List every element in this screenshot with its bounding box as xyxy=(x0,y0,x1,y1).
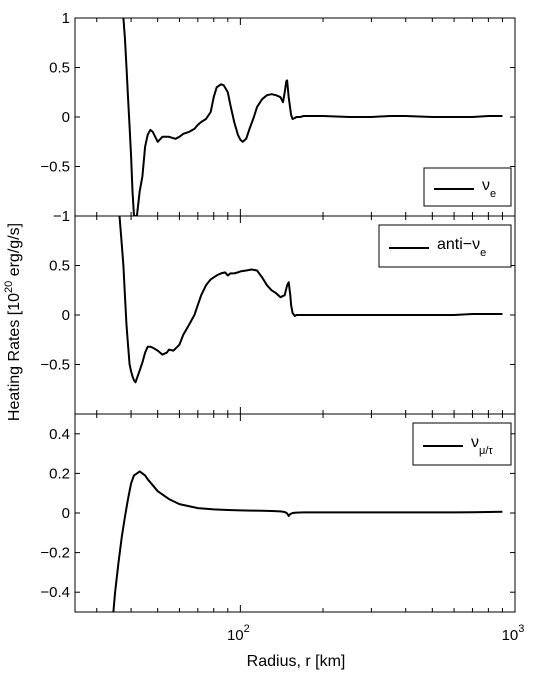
y-tick-label: 1 xyxy=(62,10,70,27)
y-tick-label: 0.5 xyxy=(49,258,70,275)
y-tick-label: 0 xyxy=(62,109,70,126)
y-axis-label: Heating Rates [1020 erg/g/s] xyxy=(3,223,23,421)
panel-middle: −0.5 0 0.5 anti−νe xyxy=(40,215,516,415)
x-tick-label: 102 xyxy=(227,623,250,644)
legend-label: anti−νe xyxy=(437,236,486,259)
y-tick-label: −0.4 xyxy=(40,584,70,601)
y-tick-label: −0.5 xyxy=(40,159,70,176)
legend-label-base: anti−ν xyxy=(437,236,480,253)
series-line-middle xyxy=(118,216,503,384)
legend-box xyxy=(423,167,512,207)
legend-label: νe xyxy=(482,177,496,200)
y-tick-label: 0.4 xyxy=(49,426,70,443)
y-tick-label: 0 xyxy=(62,307,70,324)
series-line-top xyxy=(122,18,503,216)
y-tick-label: 0.5 xyxy=(49,60,70,77)
y-tick-label: 0 xyxy=(62,505,70,522)
legend-label-base: ν xyxy=(471,434,479,451)
y-tick-label: 0.2 xyxy=(49,465,70,482)
x-tick-label-exponent: 3 xyxy=(518,623,524,635)
series-line-bottom xyxy=(112,470,503,612)
x-tick-label-base: 10 xyxy=(502,627,519,644)
legend-label: νμ/τ xyxy=(471,434,493,457)
legend-box xyxy=(378,224,512,268)
legend-box xyxy=(412,422,512,466)
panel-top: −1 −0.5 0 0.5 1 νe xyxy=(40,10,516,225)
y-tick-label: −0.2 xyxy=(40,545,70,562)
legend-label-subscript: e xyxy=(490,188,496,200)
x-tick-label-exponent: 2 xyxy=(244,623,250,635)
y-tick-label: −0.5 xyxy=(40,357,70,374)
x-tick-label-base: 10 xyxy=(227,627,244,644)
legend-label-subscript: μ/τ xyxy=(479,445,493,457)
y-tick-label: −1 xyxy=(53,208,70,225)
y-axis-label-base: Heating Rates [10 xyxy=(6,293,23,421)
x-axis-label: Radius, r [km] xyxy=(247,653,346,670)
x-tick-label: 103 xyxy=(502,623,525,644)
legend-bottom: νμ/τ xyxy=(412,422,512,466)
legend-middle: anti−νe xyxy=(378,224,512,268)
legend-label-base: ν xyxy=(482,177,490,194)
y-axis-label-tail: erg/g/s] xyxy=(6,223,23,281)
legend-label-subscript: e xyxy=(480,247,486,259)
panels-layer: −1−0.500.51νe−0.500.5anti−νe−0.4−0.200.2… xyxy=(40,10,524,644)
legend-top: νe xyxy=(423,167,512,207)
y-axis-label-exponent: 20 xyxy=(3,281,15,293)
